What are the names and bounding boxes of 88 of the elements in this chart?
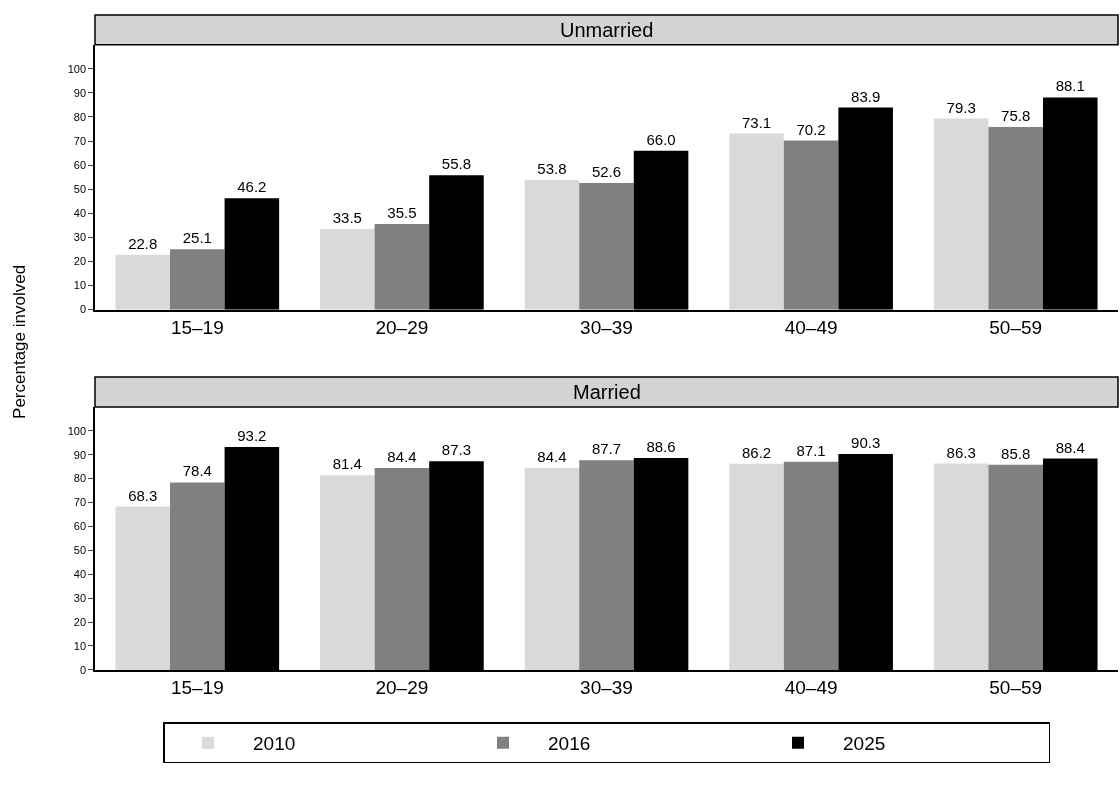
bar — [783, 461, 839, 670]
data-label: 86.2 — [741, 443, 772, 461]
legend-label: 2025 — [843, 733, 886, 755]
data-label: 25.1 — [182, 229, 212, 247]
bar — [729, 133, 784, 310]
data-label: 75.8 — [1001, 107, 1031, 125]
x-tick-label: 15–19 — [170, 677, 224, 699]
bar — [115, 506, 171, 670]
data-label: 55.8 — [441, 155, 472, 173]
y-tick-label: 20 — [73, 255, 87, 268]
bar — [115, 254, 171, 310]
data-label: 73.1 — [741, 113, 772, 131]
legend-label: 2010 — [253, 733, 296, 755]
y-tick-label: 100 — [67, 62, 87, 75]
data-label: 88.1 — [1055, 77, 1085, 95]
bar — [524, 180, 580, 310]
chart-title: Married — [573, 381, 641, 403]
y-tick-label: 60 — [73, 158, 87, 171]
y-tick-label: 0 — [79, 663, 87, 676]
data-label: 84.4 — [387, 448, 417, 466]
bar — [320, 475, 375, 670]
chart-title: Unmarried — [560, 19, 654, 41]
bar — [988, 127, 1043, 310]
bar — [524, 468, 580, 670]
data-label: 87.7 — [591, 440, 622, 458]
data-label: 90.3 — [851, 434, 881, 451]
bar — [729, 463, 784, 670]
x-tick-label: 15–19 — [170, 317, 224, 339]
data-label: 88.4 — [1055, 438, 1085, 456]
data-label: 84.4 — [537, 448, 567, 466]
x-tick-label: 40–49 — [784, 677, 838, 699]
data-label: 78.4 — [182, 462, 212, 480]
data-label: 33.5 — [332, 208, 362, 226]
y-tick-label: 80 — [73, 110, 87, 123]
y-tick-label: 0 — [79, 303, 87, 316]
data-label: 86.3 — [946, 443, 976, 461]
y-tick-label: 20 — [73, 615, 87, 628]
data-label: 70.2 — [796, 120, 826, 138]
bar — [170, 482, 225, 670]
data-label: 85.8 — [1001, 444, 1031, 462]
y-tick-label: 40 — [73, 207, 87, 220]
x-tick-label: 20–29 — [375, 677, 429, 699]
bar — [374, 468, 430, 670]
bar — [579, 460, 634, 670]
data-label: 87.1 — [796, 441, 826, 459]
y-tick-label: 10 — [73, 279, 87, 292]
data-label: 87.3 — [441, 441, 472, 459]
data-label: 79.3 — [946, 98, 976, 116]
bar — [579, 182, 634, 310]
data-label: 52.6 — [591, 162, 622, 180]
x-tick-label: 40–49 — [784, 317, 838, 339]
y-tick-label: 40 — [73, 568, 87, 581]
bar — [374, 224, 430, 310]
bar — [170, 249, 225, 310]
y-tick-label: 100 — [67, 424, 87, 437]
x-tick-label: 50–59 — [989, 677, 1043, 699]
x-tick-label: 30–39 — [580, 677, 633, 699]
x-tick-label: 50–59 — [989, 317, 1043, 339]
data-label: 53.8 — [537, 160, 567, 178]
data-label: 35.5 — [387, 204, 417, 222]
bar — [933, 463, 989, 670]
y-tick-label: 70 — [73, 134, 87, 147]
data-label: 93.2 — [237, 427, 267, 445]
data-label: 66.0 — [646, 130, 676, 148]
data-label: 83.9 — [851, 87, 881, 105]
bar — [933, 118, 989, 310]
y-tick-label: 90 — [73, 448, 87, 461]
y-tick-label: 50 — [73, 183, 87, 196]
data-label: 22.8 — [128, 234, 158, 252]
y-tick-label: 60 — [73, 520, 87, 533]
x-tick-label: 30–39 — [580, 317, 633, 339]
bar — [783, 140, 839, 310]
bar — [320, 228, 375, 310]
data-label: 46.2 — [237, 178, 267, 196]
data-label: 88.6 — [646, 438, 676, 456]
y-tick-label: 10 — [73, 639, 87, 652]
data-label: 68.3 — [128, 486, 158, 504]
y-tick-label: 50 — [73, 544, 87, 557]
y-tick-label: 70 — [73, 496, 87, 509]
x-tick-label: 20–29 — [375, 317, 429, 339]
legend-label: 2016 — [548, 733, 591, 755]
data-label: 81.4 — [332, 455, 362, 473]
y-axis-title: Percentage involved — [10, 264, 30, 419]
bar — [988, 464, 1043, 670]
y-tick-label: 30 — [73, 231, 87, 244]
y-tick-label: 80 — [73, 472, 87, 485]
y-tick-label: 90 — [73, 86, 87, 99]
y-tick-label: 30 — [73, 592, 87, 605]
